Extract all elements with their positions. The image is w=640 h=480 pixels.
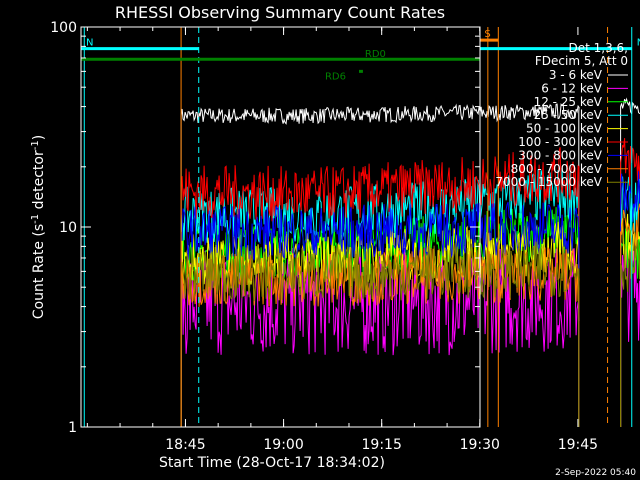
series-line-7-seg2: [620, 203, 640, 427]
legend-label-6: 300 - 800 keV: [518, 148, 602, 162]
x-tick-label-4: 19:45: [558, 437, 598, 453]
legend-header-1: Det 1,3,6,: [569, 41, 629, 55]
series-0: [180, 97, 640, 427]
y-label-part-1: Count Rate (s: [31, 224, 47, 319]
flag-label-0: N: [86, 38, 93, 49]
series-7: [180, 203, 640, 427]
series-line-5-seg2: [620, 138, 640, 427]
y-axis-label: Count Rate (s-1 detector-1): [30, 135, 47, 319]
x-tick-label-3: 19:30: [460, 437, 500, 453]
flag-bars-layer: N N S RD0 RD6: [81, 29, 640, 82]
flag-label-3: RD0: [365, 49, 386, 60]
series-line-7-seg1: [180, 247, 580, 427]
y-label-part-5: ): [31, 135, 47, 140]
legend-label-7: 800 - 7000 keV: [511, 162, 603, 176]
y-label-part-2: -1: [30, 214, 41, 224]
y-label-part-4: -1: [30, 140, 41, 150]
series-line-8-seg1: [180, 241, 580, 427]
series-line-0-seg2: [620, 97, 640, 427]
footer-date: 2-Sep-2022 05:40: [555, 468, 636, 478]
x-tick-label-2: 19:15: [362, 437, 402, 453]
x-axis-label: Start Time (28-Oct-17 18:34:02): [159, 455, 385, 471]
series-line-8-seg2: [620, 238, 640, 427]
x-tick-label-0: 18:45: [165, 437, 205, 453]
legend-label-3: 25 - 50 keV: [534, 108, 603, 122]
legend-label-2: 12 - 25 keV: [534, 95, 603, 109]
vertical-lines-layer: [83, 27, 633, 427]
legend-header-2: FDecim 5, Att 0: [535, 54, 628, 68]
legend-label-4: 50 - 100 keV: [526, 122, 603, 136]
series-line-5-seg1: [180, 147, 580, 427]
flag-label-1: N: [637, 38, 640, 49]
legend-label-1: 6 - 12 keV: [541, 81, 603, 95]
series-line-1-seg1: [180, 244, 580, 427]
series-5: [180, 138, 640, 427]
y-tick-label-2: 100: [50, 20, 77, 36]
flag-label-4: RD6: [325, 71, 346, 82]
chart-title: RHESSI Observing Summary Count Rates: [115, 3, 445, 22]
series-layer: [180, 97, 640, 427]
legend-label-8: 7000 - 15000 keV: [495, 175, 602, 189]
legend-label-5: 100 - 300 keV: [518, 135, 602, 149]
series-line-4-seg2: [620, 213, 640, 427]
series-line-6-seg2: [620, 171, 640, 427]
series-8: [180, 238, 640, 427]
legend-label-0: 3 - 6 keV: [549, 68, 603, 82]
y-tick-label-1: 10: [59, 220, 77, 236]
y-tick-label-0: 1: [68, 420, 77, 436]
series-line-0-seg1: [180, 102, 580, 427]
y-label-part-3: detector: [31, 150, 47, 214]
series-line-6-seg1: [180, 201, 580, 427]
x-tick-label-1: 19:00: [263, 437, 303, 453]
series-6: [180, 171, 640, 427]
flag-label-2: S: [484, 29, 490, 40]
